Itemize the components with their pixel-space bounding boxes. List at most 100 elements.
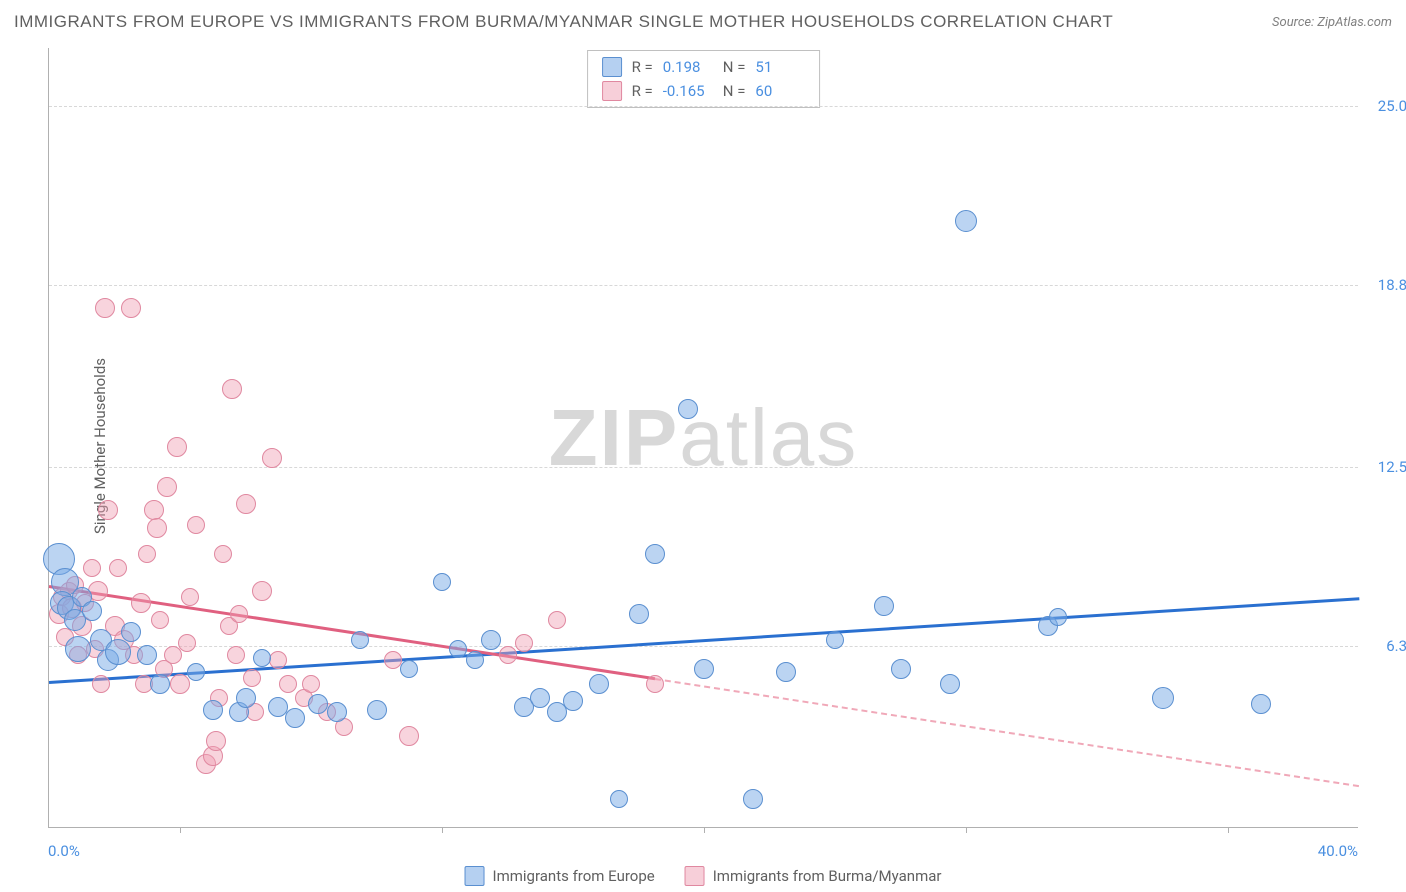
gridline <box>49 285 1358 286</box>
gridline <box>49 467 1358 468</box>
scatter-point <box>227 646 245 664</box>
swatch-pink-icon <box>602 81 622 101</box>
scatter-point <box>138 545 156 563</box>
scatter-point <box>645 544 665 564</box>
scatter-point <box>121 298 141 318</box>
x-axis-end-label: 40.0% <box>1318 842 1358 860</box>
scatter-point <box>170 674 190 694</box>
scatter-point <box>150 674 170 694</box>
scatter-point <box>151 611 169 629</box>
y-tick-label: 12.5% <box>1378 458 1406 476</box>
x-tick <box>704 827 705 833</box>
scatter-point <box>367 700 387 720</box>
scatter-point <box>548 611 566 629</box>
scatter-point <box>262 448 282 468</box>
scatter-point <box>1251 694 1271 714</box>
x-tick <box>442 827 443 833</box>
scatter-point <box>181 588 199 606</box>
x-tick <box>966 827 967 833</box>
scatter-point <box>1152 687 1174 709</box>
legend-item-europe: Immigrants from Europe <box>465 866 655 886</box>
scatter-point <box>187 663 205 681</box>
scatter-point <box>222 379 242 399</box>
scatter-point <box>400 660 418 678</box>
scatter-point <box>563 691 583 711</box>
scatter-point <box>327 702 347 722</box>
scatter-point <box>776 662 796 682</box>
scatter-point <box>203 700 223 720</box>
stats-row-burma: R = -0.165 N = 60 <box>602 79 806 103</box>
scatter-point <box>1049 608 1067 626</box>
plot-area: ZIPatlas R = 0.198 N = 51 R = -0.165 N =… <box>48 48 1358 828</box>
scatter-point <box>187 516 205 534</box>
scatter-point <box>285 708 305 728</box>
source-label: Source: ZipAtlas.com <box>1272 15 1392 30</box>
scatter-point <box>269 651 287 669</box>
scatter-point <box>940 674 960 694</box>
trend-line <box>655 678 1359 787</box>
scatter-point <box>399 726 419 746</box>
chart-title: IMMIGRANTS FROM EUROPE VS IMMIGRANTS FRO… <box>14 12 1113 32</box>
scatter-point <box>105 639 131 665</box>
scatter-point <box>646 675 664 693</box>
scatter-point <box>302 675 320 693</box>
scatter-point <box>678 399 698 419</box>
scatter-point <box>92 675 110 693</box>
scatter-point <box>466 651 484 669</box>
scatter-point <box>826 631 844 649</box>
scatter-point <box>214 545 232 563</box>
scatter-point <box>98 500 118 520</box>
swatch-pink-icon <box>685 866 705 886</box>
scatter-point <box>206 731 226 751</box>
scatter-point <box>891 659 911 679</box>
scatter-point <box>121 622 141 642</box>
scatter-point <box>743 789 763 809</box>
scatter-point <box>243 669 261 687</box>
scatter-point <box>83 559 101 577</box>
scatter-point <box>449 640 467 658</box>
swatch-blue-icon <box>602 57 622 77</box>
scatter-point <box>629 604 649 624</box>
scatter-point <box>65 636 91 662</box>
scatter-point <box>610 790 628 808</box>
scatter-point <box>279 675 297 693</box>
scatter-point <box>82 601 102 621</box>
scatter-point <box>694 659 714 679</box>
scatter-point <box>131 593 151 613</box>
scatter-point <box>499 646 517 664</box>
y-tick-label: 18.8% <box>1378 276 1406 294</box>
scatter-point <box>147 518 167 538</box>
scatter-point <box>253 649 271 667</box>
scatter-point <box>230 605 248 623</box>
scatter-point <box>530 688 550 708</box>
stats-legend-box: R = 0.198 N = 51 R = -0.165 N = 60 <box>587 50 821 108</box>
gridline <box>49 646 1358 647</box>
scatter-point <box>167 437 187 457</box>
scatter-point <box>95 298 115 318</box>
stats-row-europe: R = 0.198 N = 51 <box>602 55 806 79</box>
watermark: ZIPatlas <box>549 392 858 484</box>
scatter-point <box>236 494 256 514</box>
scatter-point <box>351 631 369 649</box>
y-tick-label: 6.3% <box>1386 637 1406 655</box>
y-tick-label: 25.0% <box>1378 97 1406 115</box>
scatter-point <box>252 581 272 601</box>
legend-item-burma: Immigrants from Burma/Myanmar <box>685 866 942 886</box>
scatter-point <box>384 651 402 669</box>
scatter-point <box>236 688 256 708</box>
scatter-point <box>308 694 328 714</box>
x-tick <box>180 827 181 833</box>
gridline <box>49 106 1358 107</box>
scatter-point <box>433 573 451 591</box>
x-tick <box>1228 827 1229 833</box>
scatter-point <box>515 634 533 652</box>
scatter-point <box>137 645 157 665</box>
scatter-point <box>157 477 177 497</box>
x-axis-start-label: 0.0% <box>48 842 80 860</box>
swatch-blue-icon <box>465 866 485 886</box>
scatter-point <box>109 559 127 577</box>
bottom-legend: Immigrants from Europe Immigrants from B… <box>465 866 942 886</box>
scatter-point <box>955 210 977 232</box>
scatter-point <box>481 630 501 650</box>
scatter-point <box>589 674 609 694</box>
